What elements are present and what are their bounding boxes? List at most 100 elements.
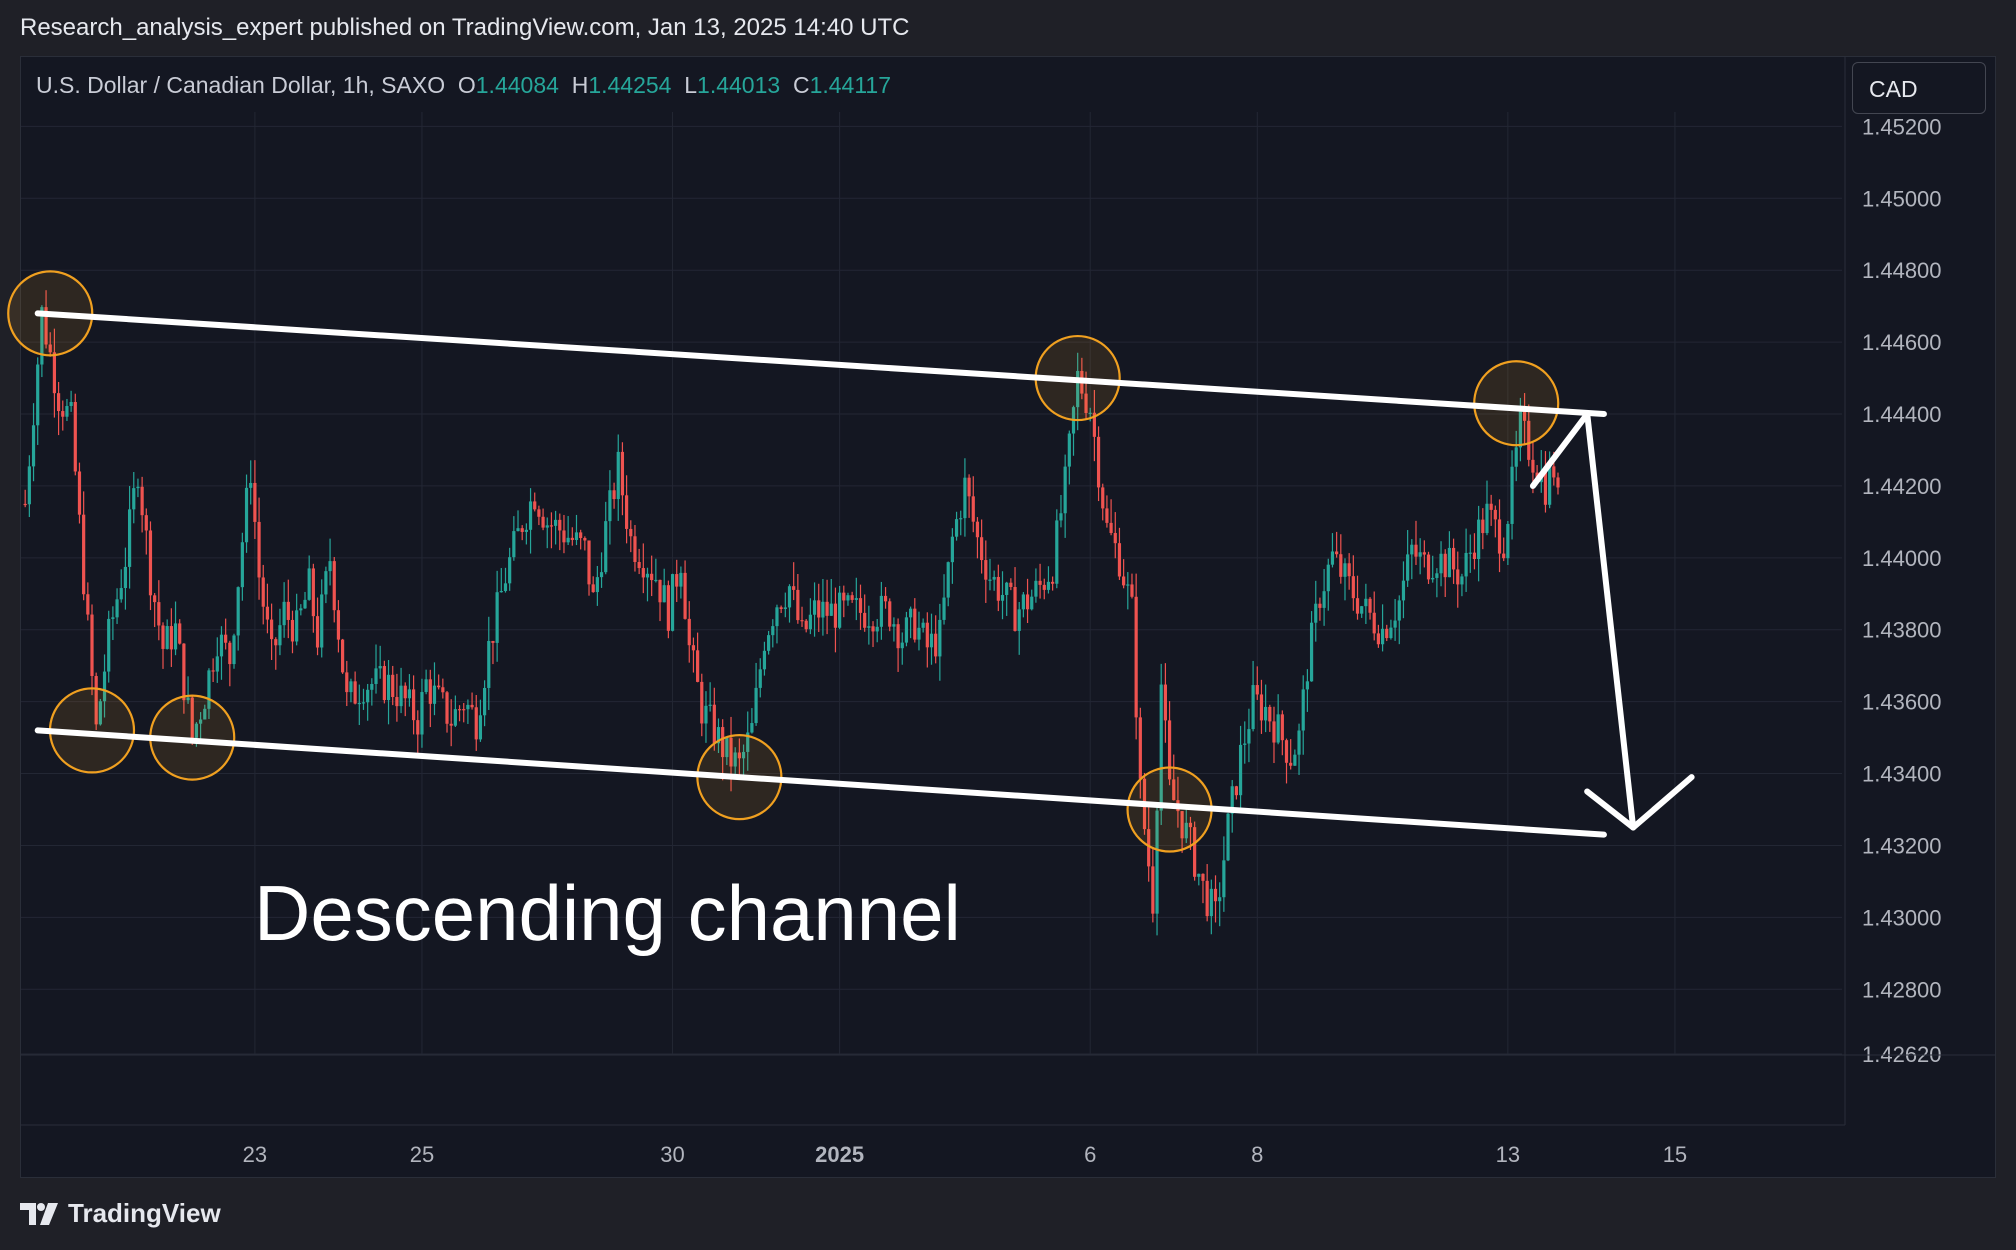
candle-body (324, 571, 328, 595)
candle-body (420, 692, 424, 735)
candle-body (1543, 471, 1548, 505)
candle-body (988, 579, 992, 581)
candle-body (215, 656, 219, 672)
candle-body (1092, 412, 1096, 437)
candle-body (683, 572, 687, 619)
candle-body (1472, 552, 1477, 560)
candle-body (746, 732, 750, 752)
candle-body (1076, 370, 1080, 408)
candle-body (1255, 685, 1259, 695)
candle-body (1297, 730, 1301, 755)
candle-body (1422, 552, 1426, 555)
channel-lower-line (34, 727, 1607, 838)
candle-body (111, 617, 115, 619)
candle-body (483, 687, 487, 716)
low-label: L (684, 72, 698, 98)
candle-body (971, 496, 975, 522)
candle-body (662, 585, 666, 603)
brand-name: TradingView (68, 1198, 221, 1228)
tradingview-logo[interactable]: TradingView (20, 1198, 221, 1229)
candle-body (315, 616, 320, 648)
candle-body (374, 668, 378, 684)
candle-body (1038, 580, 1042, 585)
candle-body (508, 557, 512, 584)
projection-down-arrow (1584, 411, 1637, 831)
candle-body (741, 751, 746, 759)
candle-body (94, 676, 98, 725)
candle-body (1197, 873, 1201, 877)
candle-body (462, 709, 466, 711)
candle-body (679, 572, 683, 587)
candle-body (1552, 466, 1556, 478)
symbol-name: U.S. Dollar / Canadian Dollar, 1h, SAXO (36, 72, 446, 98)
candle-body (1510, 466, 1514, 524)
candle-body (1247, 729, 1251, 744)
candle-body (716, 727, 721, 744)
candle-body (240, 542, 244, 588)
candle-body (127, 509, 132, 567)
y-tick-label: 1.42800 (1862, 977, 1942, 1002)
candle-body (432, 685, 437, 704)
candle-body (1364, 598, 1368, 607)
candle-body (733, 752, 737, 767)
projection-up-arrow (1529, 411, 1591, 489)
candle-body (153, 595, 157, 603)
candle-body (1477, 519, 1481, 560)
candle-body (1318, 603, 1322, 608)
candle-body (1051, 581, 1055, 584)
candle-body (1343, 563, 1347, 577)
x-tick-label: 25 (410, 1142, 434, 1167)
candle-body (1451, 547, 1456, 570)
candle-body (825, 601, 829, 616)
candle-body (1117, 543, 1122, 577)
candle-body (1426, 554, 1431, 580)
candle-body (73, 402, 77, 472)
candle-body (1456, 569, 1460, 585)
candle-body (792, 586, 796, 590)
candle-body (1514, 447, 1518, 467)
candle-body (1130, 584, 1134, 597)
y-tick-label: 1.43000 (1862, 905, 1942, 930)
candle-body (428, 679, 432, 704)
candle-body (725, 737, 729, 758)
candle-body (750, 723, 754, 733)
candle-body (737, 752, 741, 759)
x-tick-label: 30 (660, 1142, 684, 1167)
candle-body (178, 623, 182, 644)
candle-body (1280, 714, 1284, 741)
candle-body (1502, 553, 1506, 559)
candle-body (1067, 433, 1071, 467)
arrow-head (1584, 774, 1695, 831)
candle-body (391, 674, 395, 698)
candle-body (1234, 786, 1238, 796)
candle-body (198, 719, 203, 724)
currency-badge[interactable]: CAD (1852, 62, 1986, 114)
x-tick-label: 2025 (815, 1142, 864, 1167)
candle-body (269, 619, 274, 640)
candle-body (1284, 740, 1289, 763)
candle-body (541, 516, 545, 528)
candle-body (495, 592, 499, 643)
candle-body (1134, 596, 1138, 718)
candle-body (1005, 582, 1009, 595)
candle-body (992, 576, 996, 580)
candle-body (1439, 553, 1443, 574)
candle-body (249, 482, 253, 488)
candle-body (1485, 503, 1489, 534)
candle-body (1460, 576, 1464, 585)
chart-panel[interactable] (20, 56, 1996, 1178)
y-tick-label: 1.43200 (1862, 833, 1942, 858)
candle-body (1188, 822, 1193, 828)
candle-body (1380, 628, 1385, 645)
candle-body (491, 640, 495, 643)
y-tick-label: 1.44600 (1862, 330, 1942, 355)
candle-body (800, 620, 804, 622)
candle-body (416, 720, 420, 735)
candle-body (412, 689, 416, 721)
candle-body (863, 612, 867, 628)
candle-body (378, 666, 382, 669)
candle-body (487, 640, 491, 688)
candle-body (1368, 598, 1372, 613)
candle-body (758, 669, 762, 688)
